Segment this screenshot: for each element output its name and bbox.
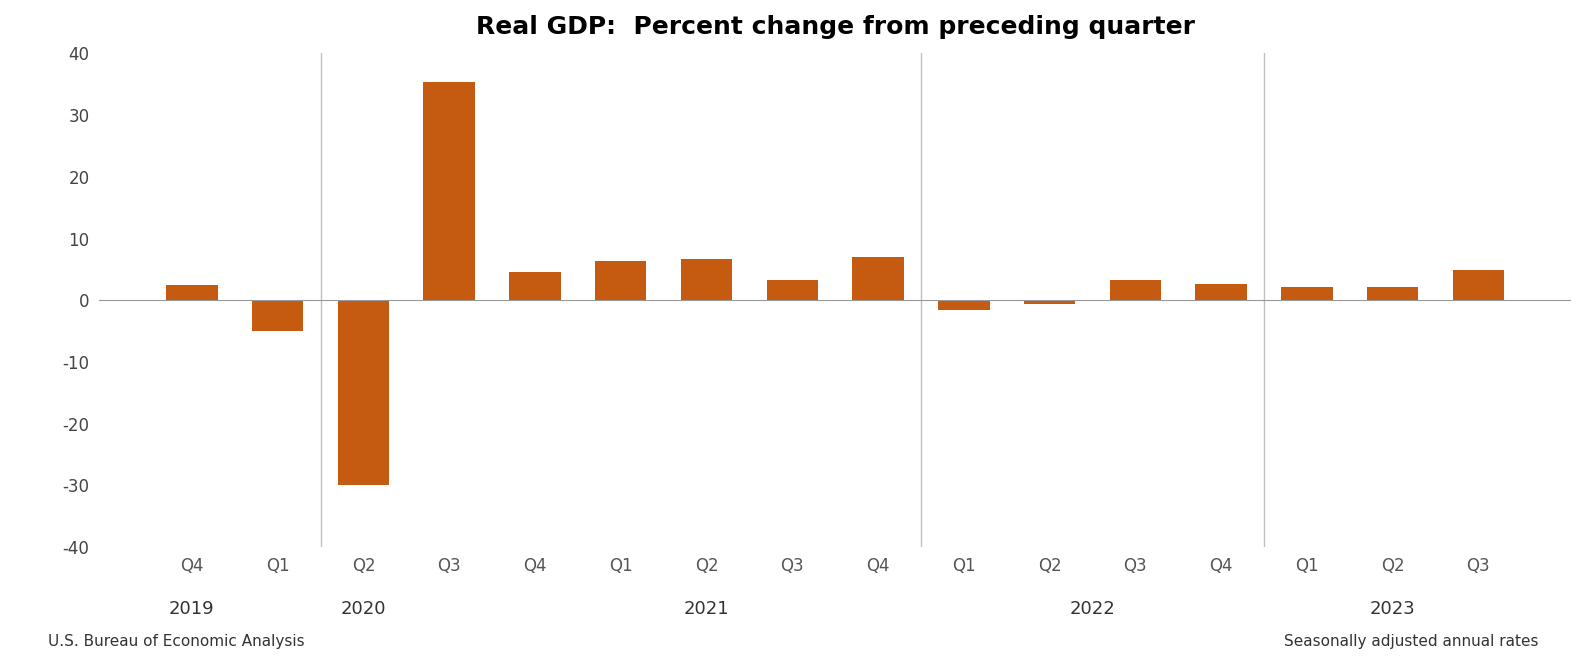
Bar — [852, 257, 904, 300]
Bar — [252, 300, 303, 331]
Bar — [1110, 281, 1161, 300]
Bar — [595, 261, 647, 300]
Bar — [167, 285, 217, 300]
Bar — [338, 300, 389, 485]
Bar — [937, 300, 990, 310]
Text: 2022: 2022 — [1069, 600, 1115, 618]
Bar — [423, 83, 474, 300]
Bar — [1025, 300, 1075, 304]
Text: 2023: 2023 — [1370, 600, 1415, 618]
Bar — [1196, 284, 1247, 300]
Text: 2019: 2019 — [170, 600, 214, 618]
Bar — [680, 259, 733, 300]
Bar — [1453, 270, 1504, 300]
Bar — [766, 281, 818, 300]
Text: Seasonally adjusted annual rates: Seasonally adjusted annual rates — [1285, 634, 1538, 649]
Bar — [1281, 287, 1332, 300]
Bar — [1367, 287, 1418, 300]
Title: Real GDP:  Percent change from preceding quarter: Real GDP: Percent change from preceding … — [476, 15, 1194, 39]
Text: 2020: 2020 — [341, 600, 387, 618]
Text: U.S. Bureau of Economic Analysis: U.S. Bureau of Economic Analysis — [48, 634, 305, 649]
Text: 2021: 2021 — [684, 600, 730, 618]
Bar — [509, 272, 561, 300]
